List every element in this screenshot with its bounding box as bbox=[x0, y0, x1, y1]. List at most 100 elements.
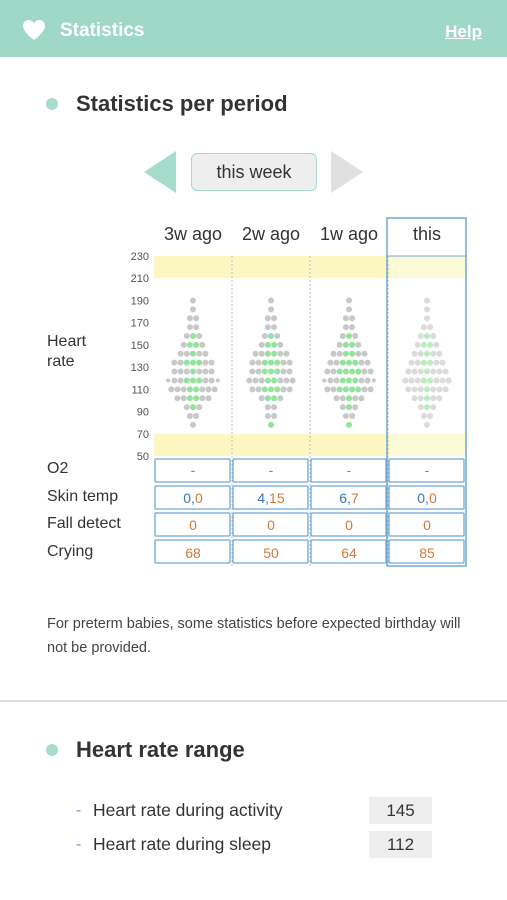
help-link[interactable]: Help bbox=[445, 22, 482, 41]
heart-rate-dot-green bbox=[346, 377, 352, 384]
heart-rate-dot-gray bbox=[277, 350, 284, 357]
heart-rate-dot-gray bbox=[358, 377, 365, 384]
y-tick-label: 90 bbox=[137, 407, 149, 419]
heart-rate-dot-gray bbox=[183, 333, 190, 339]
heart-rate-dot-green bbox=[424, 395, 430, 402]
fall-detect-value-2w: 0 bbox=[267, 517, 275, 533]
heart-rate-dot-gray bbox=[433, 341, 440, 348]
heart-rate-dot-gray bbox=[322, 378, 327, 383]
heart-rate-dot-gray bbox=[202, 368, 209, 375]
heart-rate-dot-green bbox=[196, 359, 203, 366]
heart-rate-dot-green bbox=[271, 395, 278, 402]
heart-rate-dot-gray bbox=[283, 377, 290, 384]
heart-rate-dot-gray bbox=[280, 386, 287, 393]
summary-cell-box bbox=[232, 512, 309, 537]
heart-rate-dot-gray bbox=[196, 404, 203, 411]
row-label-crying: Crying bbox=[47, 543, 94, 560]
heart-rate-dot-gray bbox=[414, 359, 421, 366]
summary-cell-box bbox=[388, 485, 465, 510]
heart-rate-dot-green bbox=[349, 350, 356, 357]
heart-rate-dot-gray bbox=[255, 368, 262, 375]
crying-value-this: 85 bbox=[419, 545, 435, 561]
heart-rate-dot-gray bbox=[261, 333, 268, 339]
heart-rate-dot-green bbox=[196, 377, 203, 384]
skin-temp-1w-a: 6 bbox=[339, 490, 348, 506]
skin-temp-2w-a: 4 bbox=[257, 490, 266, 506]
heart-rate-dot-gray bbox=[246, 377, 253, 384]
heart-rate-dot-gray bbox=[417, 350, 424, 357]
heart-rate-dot-gray bbox=[427, 324, 434, 331]
heart-rate-dot-gray bbox=[417, 404, 424, 411]
heart-rate-dot-gray bbox=[177, 359, 184, 366]
heart-rate-dot-gray bbox=[367, 386, 374, 393]
heart-rate-dot-green bbox=[424, 386, 430, 393]
heart-rate-dot-green bbox=[342, 341, 349, 348]
section-dot bbox=[46, 98, 58, 110]
heart-rate-dot-gray bbox=[180, 386, 187, 393]
heart-rate-dot-gray bbox=[330, 350, 337, 357]
heart-rate-dot-gray bbox=[264, 404, 271, 411]
heart-rate-dot-gray bbox=[264, 315, 271, 322]
heart-rate-dot-green bbox=[352, 377, 359, 384]
heart-rate-dot-gray bbox=[333, 359, 340, 366]
heart-rate-dot-green bbox=[346, 359, 352, 366]
crying-value-3w: 68 bbox=[185, 545, 201, 561]
column-header-2w-ago: 2w ago bbox=[241, 224, 301, 244]
heart-rate-dot-gray bbox=[364, 359, 371, 366]
heart-rate-dot-gray bbox=[333, 377, 340, 384]
heart-rate-dot-gray bbox=[286, 368, 293, 375]
heart-rate-dot-gray bbox=[186, 413, 193, 419]
column-header-this: this bbox=[412, 224, 441, 244]
heart-rate-dot-gray bbox=[271, 315, 278, 322]
range-label-activity: Heart rate during activity bbox=[93, 800, 283, 820]
heart-rate-dot-green bbox=[268, 421, 274, 428]
heart-rate-dot-gray bbox=[208, 377, 215, 384]
heart-rate-dot-gray bbox=[249, 386, 256, 393]
summary-cell-box bbox=[388, 539, 465, 564]
heart-rate-dot-gray bbox=[427, 413, 434, 419]
heart-rate-dot-green bbox=[268, 359, 274, 366]
heart-rate-dot-gray bbox=[196, 333, 203, 339]
heart-rate-dot-gray bbox=[258, 350, 265, 357]
heart-rate-dot-gray bbox=[193, 413, 200, 419]
heart-rate-dot-green bbox=[264, 377, 271, 384]
heart-rate-dot-gray bbox=[252, 377, 259, 384]
column-header-1w-ago: 1w ago bbox=[319, 224, 379, 244]
summary-cell-box bbox=[310, 458, 387, 483]
heart-rate-label-line2: rate bbox=[47, 353, 75, 370]
heart-rate-dot-gray bbox=[436, 395, 443, 402]
heart-rate-dot-gray bbox=[342, 413, 349, 419]
heart-rate-dot-green bbox=[193, 386, 200, 393]
summary-cell-box bbox=[232, 458, 309, 483]
heart-rate-dot-gray bbox=[280, 359, 287, 366]
heart-rate-dot-gray bbox=[430, 386, 437, 393]
crying-value-1w: 64 bbox=[341, 545, 357, 561]
heart-rate-label-line1: Heart bbox=[47, 333, 87, 350]
heart-rate-dot-gray bbox=[283, 350, 290, 357]
heart-rate-dot-gray bbox=[349, 413, 356, 419]
heart-rate-dot-gray bbox=[436, 386, 443, 393]
heart-rate-dot-green bbox=[268, 333, 274, 339]
range-value-sleep: 112 bbox=[369, 831, 432, 858]
heart-rate-dot-gray bbox=[324, 386, 331, 393]
heart-rate-dot-gray bbox=[177, 350, 184, 357]
heart-rate-dot-gray bbox=[171, 377, 178, 384]
heart-rate-dot-green bbox=[190, 333, 196, 339]
heart-rate-dot-green bbox=[355, 386, 362, 393]
o2-value-this: - bbox=[424, 462, 430, 478]
heart-rate-dot-gray bbox=[411, 368, 418, 375]
heart-rate-dot-gray bbox=[408, 377, 415, 384]
heart-rate-dot-gray bbox=[177, 368, 184, 375]
period-selector[interactable]: this week bbox=[191, 153, 317, 191]
previous-period-arrow-icon[interactable] bbox=[144, 151, 176, 193]
heart-rate-dot-gray bbox=[442, 386, 449, 393]
next-period-arrow-icon[interactable] bbox=[331, 151, 363, 193]
heart-rate-dot-gray bbox=[333, 395, 340, 402]
y-tick-label: 130 bbox=[131, 362, 149, 374]
heart-rate-dot-gray bbox=[364, 377, 371, 384]
summary-cell-box bbox=[154, 539, 231, 564]
heart-rate-dot-gray bbox=[424, 306, 430, 313]
heart-rate-dot-gray bbox=[174, 386, 181, 393]
heart-rate-dot-gray bbox=[439, 359, 446, 366]
